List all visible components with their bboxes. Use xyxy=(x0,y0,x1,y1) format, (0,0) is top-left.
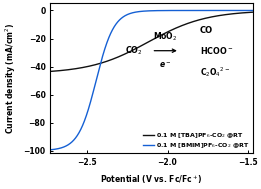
Text: CO$_2$: CO$_2$ xyxy=(125,44,143,57)
0.1 M [BMIM]PF$_6$-CO$_2$ @RT xyxy=(49,149,52,151)
Line: 0.1 M [TBA]PF$_6$-CO$_2$ @RT: 0.1 M [TBA]PF$_6$-CO$_2$ @RT xyxy=(50,12,253,71)
0.1 M [BMIM]PF$_6$-CO$_2$ @RT xyxy=(61,146,64,149)
0.1 M [TBA]PF$_6$-CO$_2$ @RT xyxy=(223,14,226,16)
Text: e$^-$: e$^-$ xyxy=(159,60,172,70)
Text: CO: CO xyxy=(200,26,213,35)
0.1 M [BMIM]PF$_6$-CO$_2$ @RT xyxy=(251,9,254,12)
0.1 M [BMIM]PF$_6$-CO$_2$ @RT xyxy=(202,9,205,12)
Text: HCOO$^-$: HCOO$^-$ xyxy=(200,45,233,56)
Line: 0.1 M [BMIM]PF$_6$-CO$_2$ @RT: 0.1 M [BMIM]PF$_6$-CO$_2$ @RT xyxy=(50,10,253,150)
0.1 M [BMIM]PF$_6$-CO$_2$ @RT xyxy=(171,9,175,12)
0.1 M [TBA]PF$_6$-CO$_2$ @RT xyxy=(166,31,169,33)
X-axis label: Potential (V vs. Fc/Fc$^+$): Potential (V vs. Fc/Fc$^+$) xyxy=(100,173,203,186)
0.1 M [BMIM]PF$_6$-CO$_2$ @RT xyxy=(166,9,169,12)
Text: MoO$_2$: MoO$_2$ xyxy=(153,30,178,43)
Y-axis label: Current density (mA/cm$^2$): Current density (mA/cm$^2$) xyxy=(3,23,18,134)
Text: C$_2$O$_4$$^{2-}$: C$_2$O$_4$$^{2-}$ xyxy=(200,65,230,79)
0.1 M [TBA]PF$_6$-CO$_2$ @RT xyxy=(177,26,181,28)
0.1 M [BMIM]PF$_6$-CO$_2$ @RT xyxy=(177,9,181,12)
Legend: 0.1 M [TBA]PF$_6$-CO$_2$ @RT, 0.1 M [BMIM]PF$_6$-CO$_2$ @RT: 0.1 M [TBA]PF$_6$-CO$_2$ @RT, 0.1 M [BMI… xyxy=(143,131,250,150)
0.1 M [TBA]PF$_6$-CO$_2$ @RT xyxy=(61,69,64,71)
0.1 M [TBA]PF$_6$-CO$_2$ @RT xyxy=(202,18,205,20)
0.1 M [BMIM]PF$_6$-CO$_2$ @RT xyxy=(223,9,226,12)
0.1 M [TBA]PF$_6$-CO$_2$ @RT xyxy=(251,11,254,13)
0.1 M [TBA]PF$_6$-CO$_2$ @RT xyxy=(49,70,52,73)
0.1 M [TBA]PF$_6$-CO$_2$ @RT xyxy=(171,28,175,30)
